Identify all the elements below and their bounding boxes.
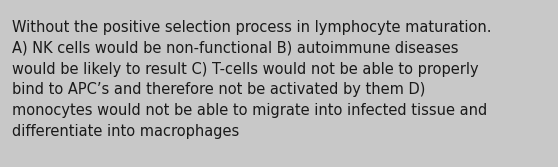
Text: Without the positive selection process in lymphocyte maturation.
A) NK cells wou: Without the positive selection process i… <box>12 20 492 139</box>
